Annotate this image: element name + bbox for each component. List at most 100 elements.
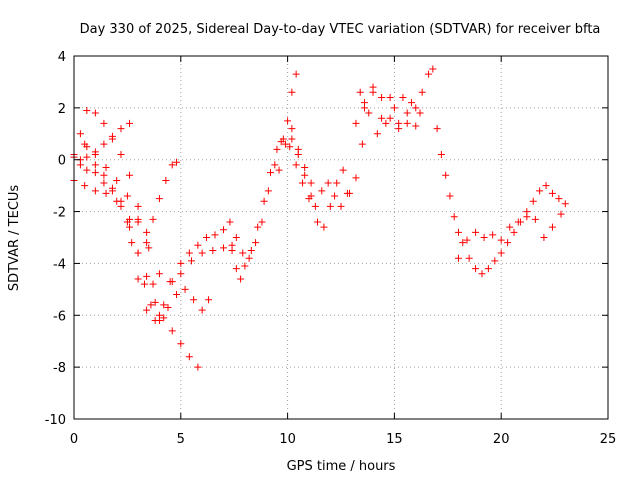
data-point bbox=[134, 215, 142, 223]
data-point bbox=[173, 158, 181, 166]
data-point bbox=[352, 119, 360, 127]
data-point bbox=[143, 228, 151, 236]
data-point bbox=[126, 215, 134, 223]
data-point bbox=[301, 171, 309, 179]
data-point bbox=[220, 226, 228, 234]
data-point bbox=[478, 270, 486, 278]
data-point bbox=[155, 270, 163, 278]
data-point bbox=[145, 244, 153, 252]
data-point bbox=[108, 184, 116, 192]
data-point bbox=[160, 301, 168, 309]
data-point bbox=[108, 135, 116, 143]
data-point bbox=[399, 93, 407, 101]
data-point bbox=[346, 189, 354, 197]
data-point bbox=[113, 176, 121, 184]
data-point bbox=[232, 265, 240, 273]
data-point bbox=[194, 363, 202, 371]
x-tick-label: 15 bbox=[386, 432, 403, 447]
data-point bbox=[149, 215, 157, 223]
data-point bbox=[307, 179, 315, 187]
x-tick-label: 10 bbox=[279, 432, 296, 447]
y-axis-label: SDTVAR / TECUs bbox=[7, 185, 22, 292]
data-point bbox=[288, 135, 296, 143]
data-point bbox=[484, 265, 492, 273]
data-point bbox=[245, 254, 253, 262]
data-point bbox=[134, 202, 142, 210]
data-point bbox=[168, 278, 176, 286]
data-point bbox=[425, 70, 433, 78]
axis-ticks bbox=[73, 55, 609, 420]
data-point bbox=[369, 88, 377, 96]
data-point bbox=[356, 88, 364, 96]
x-tick-label: 5 bbox=[177, 432, 185, 447]
data-point bbox=[91, 151, 99, 159]
x-axis-label: GPS time / hours bbox=[287, 459, 396, 474]
data-point bbox=[433, 125, 441, 133]
plot-frame bbox=[73, 55, 609, 420]
data-point bbox=[187, 257, 195, 265]
data-point bbox=[284, 117, 292, 125]
data-point bbox=[147, 301, 155, 309]
data-point bbox=[267, 169, 275, 177]
data-point bbox=[185, 249, 193, 257]
y-tick-label: 4 bbox=[58, 50, 66, 65]
data-point bbox=[299, 179, 307, 187]
data-point bbox=[403, 119, 411, 127]
data-point bbox=[555, 195, 563, 203]
x-tick-labels: 0 5 10 15 20 25 bbox=[70, 432, 616, 447]
grid-lines bbox=[74, 56, 608, 419]
data-point bbox=[542, 182, 550, 190]
x-tick-label: 0 bbox=[70, 432, 78, 447]
data-point bbox=[292, 70, 300, 78]
data-markers bbox=[70, 65, 569, 371]
data-point bbox=[220, 244, 228, 252]
data-point bbox=[472, 265, 480, 273]
data-point bbox=[168, 161, 176, 169]
y-tick-label: -4 bbox=[53, 257, 66, 272]
data-point bbox=[126, 223, 134, 231]
data-point bbox=[531, 215, 539, 223]
data-point bbox=[228, 246, 236, 254]
data-point bbox=[324, 179, 332, 187]
data-point bbox=[181, 285, 189, 293]
data-point bbox=[540, 234, 548, 241]
data-point bbox=[91, 109, 99, 117]
data-point bbox=[185, 353, 193, 361]
data-point bbox=[523, 213, 531, 221]
data-point bbox=[386, 114, 394, 122]
data-point bbox=[91, 187, 99, 195]
y-tick-label: 0 bbox=[58, 154, 66, 169]
data-point bbox=[536, 187, 544, 195]
data-point bbox=[318, 187, 326, 195]
data-point bbox=[100, 171, 108, 179]
data-point bbox=[226, 218, 234, 226]
data-point bbox=[173, 291, 181, 299]
data-point bbox=[100, 140, 108, 148]
data-point bbox=[497, 236, 505, 244]
data-point bbox=[514, 218, 522, 226]
data-point bbox=[117, 197, 125, 205]
data-point bbox=[301, 163, 309, 171]
data-point bbox=[160, 314, 168, 322]
data-point bbox=[497, 249, 505, 257]
data-point bbox=[442, 171, 450, 179]
data-point bbox=[117, 125, 125, 133]
data-point bbox=[412, 122, 420, 130]
data-point bbox=[81, 140, 89, 148]
data-point bbox=[143, 272, 151, 280]
data-point bbox=[198, 306, 206, 314]
data-point bbox=[155, 195, 163, 203]
data-point bbox=[162, 176, 170, 184]
data-point bbox=[491, 257, 499, 265]
data-point bbox=[333, 179, 341, 187]
data-point bbox=[311, 202, 319, 210]
data-point bbox=[337, 202, 345, 210]
data-point bbox=[548, 189, 556, 197]
y-tick-label: 2 bbox=[58, 102, 66, 117]
data-point bbox=[446, 192, 454, 200]
data-point bbox=[83, 153, 91, 161]
data-point bbox=[277, 138, 285, 146]
data-point bbox=[151, 316, 159, 324]
data-point bbox=[264, 187, 272, 195]
data-point bbox=[331, 192, 339, 200]
